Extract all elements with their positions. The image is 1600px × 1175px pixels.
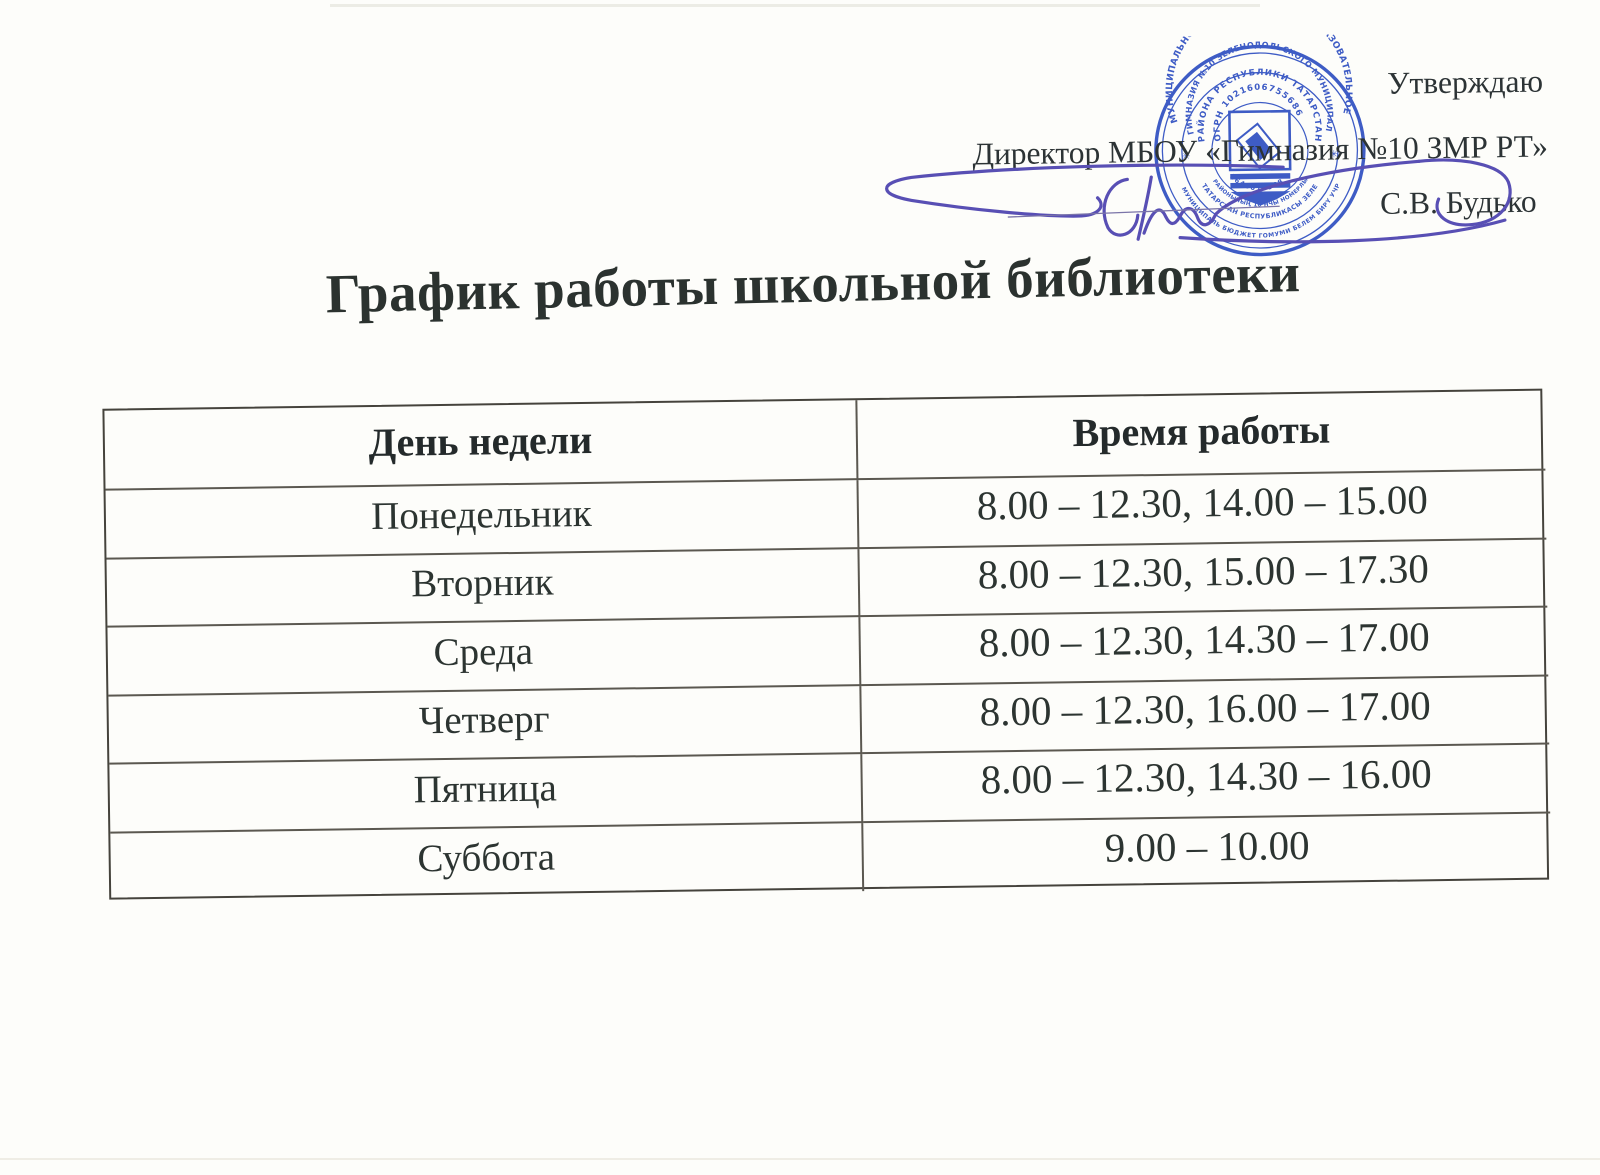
day-cell: Среда <box>107 617 862 697</box>
schedule-table: День недели Время работы Понедельник 8.0… <box>102 388 1551 902</box>
day-cell: Пятница <box>109 754 864 834</box>
col-header-hours: Время работы <box>857 390 1546 481</box>
day-cell: Вторник <box>106 548 861 628</box>
stamp-star-separator-icon: ✳ <box>1330 149 1339 160</box>
hours-cell: 8.00 – 12.30, 14.30 – 16.00 <box>862 744 1551 823</box>
hours-cell: 9.00 – 10.00 <box>1104 821 1310 871</box>
official-stamp-seal-icon: МУНИЦИПАЛЬНОЕ БЮДЖЕТНОЕ ОБЩЕОБРАЗОВАТЕЛЬ… <box>1143 34 1366 257</box>
hours-cell: 8.00 – 12.30, 14.30 – 17.00 <box>860 607 1549 686</box>
day-cell: Понедельник <box>105 480 860 560</box>
stamp-circle <box>1181 71 1339 230</box>
scan-artifact-line <box>0 1158 1600 1160</box>
hours-cell: 8.00 – 12.30, 16.00 – 17.00 <box>861 676 1550 755</box>
stamp-circle <box>1161 52 1359 249</box>
hours-cell: 8.00 – 12.30, 14.00 – 15.00 <box>858 470 1547 549</box>
col-header-day: День недели <box>104 400 859 491</box>
director-signature-icon <box>885 158 1512 244</box>
scan-artifact-line <box>330 4 1260 7</box>
day-cell: Четверг <box>108 685 863 765</box>
stamp-star-separator-icon: ✳ <box>1182 152 1191 163</box>
signature-underline <box>1007 205 1280 218</box>
stamp-outer-circle <box>1154 44 1366 257</box>
day-cell: Суббота <box>110 822 865 902</box>
hours-cell: 8.00 – 12.30, 15.00 – 17.30 <box>859 539 1548 618</box>
approval-label: Утверждаю <box>1386 63 1544 101</box>
